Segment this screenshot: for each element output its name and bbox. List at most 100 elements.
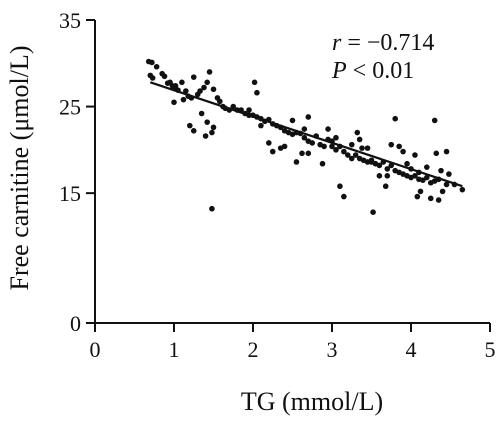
regression-line-group xyxy=(149,81,463,188)
data-point xyxy=(210,124,217,131)
data-point xyxy=(149,59,155,66)
data-point xyxy=(359,145,365,151)
data-point xyxy=(424,164,430,170)
x-tick-label: 0 xyxy=(90,337,101,362)
data-point xyxy=(149,75,156,81)
data-point xyxy=(161,73,168,80)
data-point xyxy=(325,126,331,132)
data-point xyxy=(230,103,237,110)
data-point xyxy=(341,193,347,200)
data-point xyxy=(309,140,316,146)
data-point xyxy=(352,152,359,158)
regression-line xyxy=(149,81,463,188)
data-point xyxy=(329,143,335,150)
data-point xyxy=(206,69,213,75)
data-point xyxy=(376,162,383,169)
data-point xyxy=(204,119,210,125)
y-tick-label: 25 xyxy=(59,95,81,120)
y-tick-label: 35 xyxy=(59,8,81,33)
data-point xyxy=(201,84,207,91)
data-point xyxy=(171,99,177,106)
data-points xyxy=(145,58,466,215)
data-point xyxy=(417,188,424,195)
data-point xyxy=(412,173,418,179)
data-point xyxy=(254,89,260,96)
data-point xyxy=(431,117,438,124)
data-point xyxy=(319,160,326,167)
x-tick-label: 3 xyxy=(327,337,338,362)
data-point xyxy=(433,150,440,157)
data-point xyxy=(438,167,444,174)
data-point xyxy=(384,173,391,179)
x-tick-label: 5 xyxy=(485,337,496,362)
data-point xyxy=(197,88,203,94)
data-point xyxy=(341,148,347,155)
data-point xyxy=(289,117,296,124)
data-point xyxy=(384,166,391,172)
data-point xyxy=(299,150,305,157)
data-point xyxy=(348,155,355,162)
data-point xyxy=(180,96,187,103)
data-point xyxy=(412,152,418,158)
data-point xyxy=(198,110,205,117)
data-point xyxy=(337,183,343,190)
data-point xyxy=(382,183,389,190)
data-point xyxy=(356,136,363,143)
data-point xyxy=(204,79,210,86)
data-point xyxy=(183,88,189,94)
data-point xyxy=(187,122,193,129)
data-point xyxy=(190,74,197,80)
data-point xyxy=(258,122,264,129)
x-tick-label: 1 xyxy=(169,337,180,362)
ticks: 0 1 2 3 4 5 0 15 25 35 xyxy=(59,8,496,362)
data-point xyxy=(217,98,223,105)
data-point xyxy=(348,141,355,148)
data-point xyxy=(400,148,406,155)
data-point xyxy=(443,181,450,188)
data-point xyxy=(333,147,339,153)
data-point xyxy=(202,133,209,139)
data-point xyxy=(301,134,308,141)
correlation-annotation: r = −0.714 xyxy=(332,30,434,56)
data-point xyxy=(435,197,442,203)
data-point xyxy=(420,177,426,183)
data-point xyxy=(345,152,351,158)
data-point xyxy=(301,126,308,132)
data-point xyxy=(190,128,197,134)
data-point xyxy=(354,129,361,136)
data-point xyxy=(305,150,312,157)
y-tick-label: 15 xyxy=(59,181,81,206)
data-point xyxy=(179,79,185,86)
data-point xyxy=(209,129,215,136)
data-point xyxy=(424,174,430,181)
data-point xyxy=(172,82,179,89)
data-point xyxy=(269,148,276,155)
data-point xyxy=(153,63,160,70)
p-symbol: P xyxy=(331,58,347,84)
y-tick-label: 0 xyxy=(70,311,81,336)
data-point xyxy=(388,141,395,148)
data-point xyxy=(443,148,450,155)
data-point xyxy=(368,159,375,165)
p-value: < 0.01 xyxy=(347,58,415,84)
data-point xyxy=(251,79,258,86)
data-point xyxy=(266,140,272,146)
p-annotation: P < 0.01 xyxy=(331,58,414,84)
data-point xyxy=(404,160,410,167)
data-point xyxy=(370,209,376,215)
r-symbol: r xyxy=(332,30,342,56)
data-point xyxy=(414,193,421,200)
data-point xyxy=(293,159,300,165)
data-point xyxy=(439,188,446,195)
data-point xyxy=(246,107,252,113)
data-point xyxy=(427,195,434,202)
y-axis-title: Free carnitine (μmol/L) xyxy=(5,46,34,291)
data-point xyxy=(305,114,312,120)
axes xyxy=(94,20,490,324)
r-value: = −0.714 xyxy=(341,30,434,56)
data-point xyxy=(376,173,383,179)
data-point xyxy=(446,171,452,177)
data-point xyxy=(321,143,327,150)
